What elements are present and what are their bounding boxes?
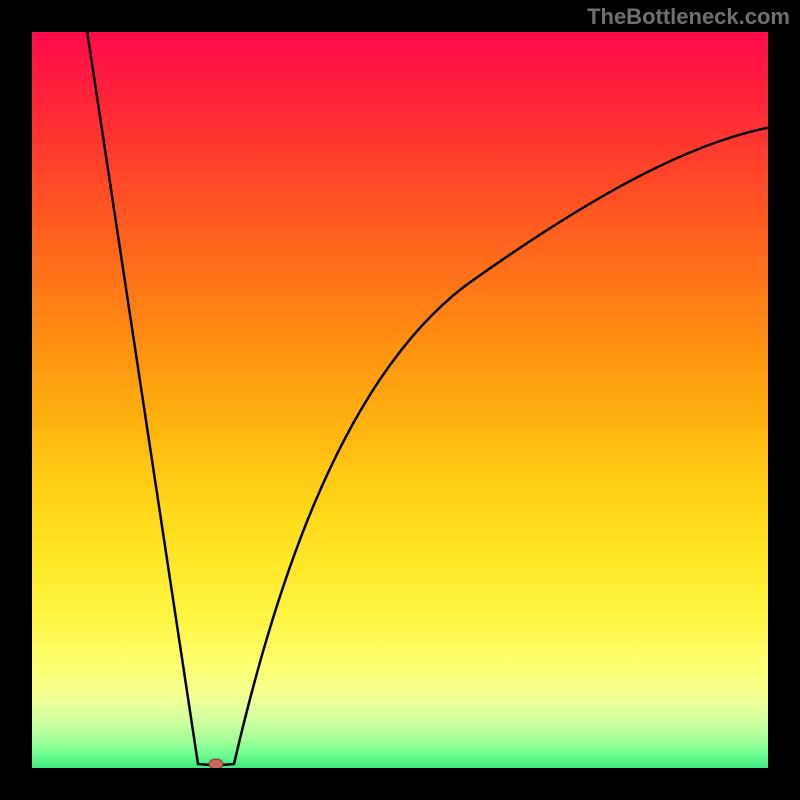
- bottleneck-curve: [87, 32, 768, 765]
- chart-container: TheBottleneck.com: [0, 0, 800, 800]
- curve-overlay: [32, 32, 768, 768]
- plot-area: [32, 32, 768, 768]
- watermark-text: TheBottleneck.com: [587, 4, 790, 30]
- minimum-marker: [209, 759, 223, 768]
